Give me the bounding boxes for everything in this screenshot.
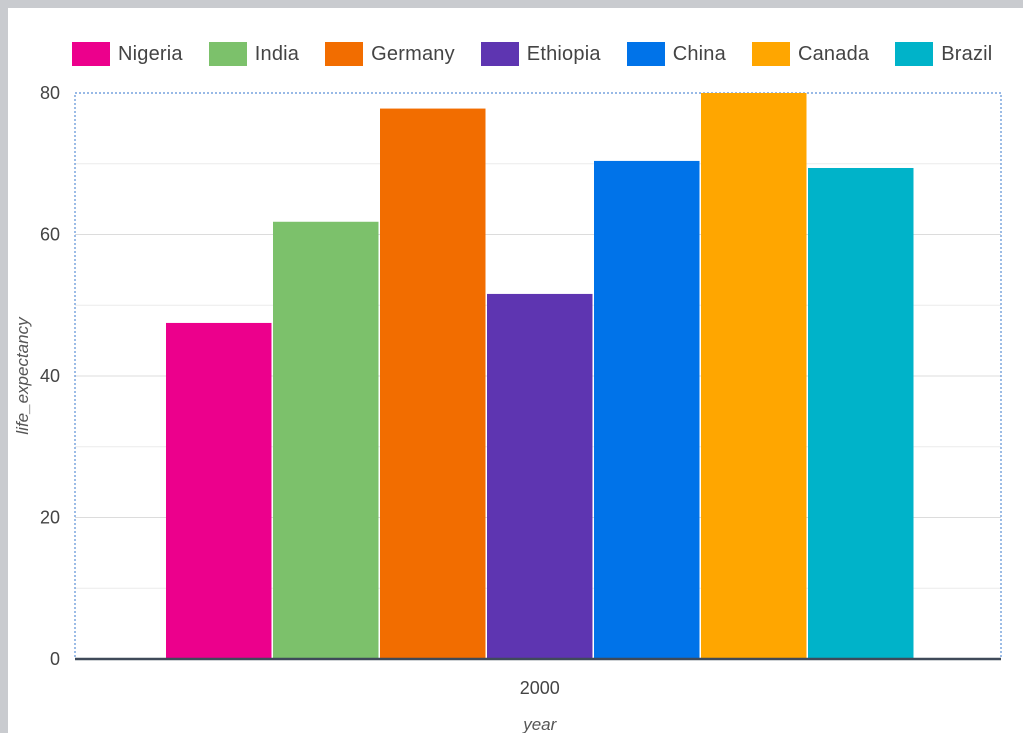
- legend-swatch: [325, 42, 364, 66]
- legend-item-brazil: Brazil: [895, 42, 992, 66]
- legend-swatch: [626, 42, 665, 66]
- legend-label: Ethiopia: [526, 42, 601, 65]
- legend-label: China: [672, 42, 726, 65]
- legend-label: Nigeria: [118, 42, 183, 65]
- legend-item-ethiopia: Ethiopia: [480, 42, 601, 66]
- legend-label: Canada: [797, 42, 870, 65]
- y-tick-label: 40: [40, 366, 60, 386]
- bar-nigeria: [166, 322, 272, 659]
- legend-label: Brazil: [941, 42, 993, 65]
- legend-label: India: [254, 42, 300, 65]
- legend-swatch: [480, 42, 519, 66]
- plot-border: [74, 92, 1002, 660]
- bar-china: [594, 160, 700, 660]
- legend-swatch: [72, 42, 110, 66]
- bar-germany: [380, 108, 486, 659]
- y-tick-label: 0: [50, 649, 60, 669]
- bar-chart: 0 20 40 60 80 2000 year life_expectancy: [13, 83, 1002, 733]
- x-tick-label: 2000: [520, 678, 560, 698]
- legend-item-nigeria: Nigeria: [72, 42, 183, 66]
- x-axis-title: year: [522, 715, 557, 733]
- chart-legend: Nigeria India Germany Ethiopia China Canada Br…: [72, 42, 1018, 66]
- bar-india: [273, 221, 379, 659]
- legend-label: Germany: [371, 42, 455, 65]
- y-tick-label: 60: [40, 225, 60, 245]
- y-tick-label: 20: [40, 508, 60, 528]
- legend-swatch: [751, 42, 790, 66]
- legend-item-china: China: [626, 42, 726, 66]
- chart-frame: Nigeria India Germany Ethiopia China Canada Br…: [8, 8, 1023, 733]
- y-tick-label: 80: [40, 83, 60, 103]
- legend-swatch: [895, 42, 934, 66]
- y-axis-title: life_expectancy: [13, 316, 32, 435]
- legend-item-canada: Canada: [751, 42, 870, 66]
- bar-ethiopia: [487, 293, 593, 659]
- legend-swatch: [208, 42, 247, 66]
- bar-canada: [701, 93, 807, 659]
- legend-item-germany: Germany: [325, 42, 455, 66]
- legend-item-india: India: [208, 42, 300, 66]
- bar-brazil: [808, 167, 914, 659]
